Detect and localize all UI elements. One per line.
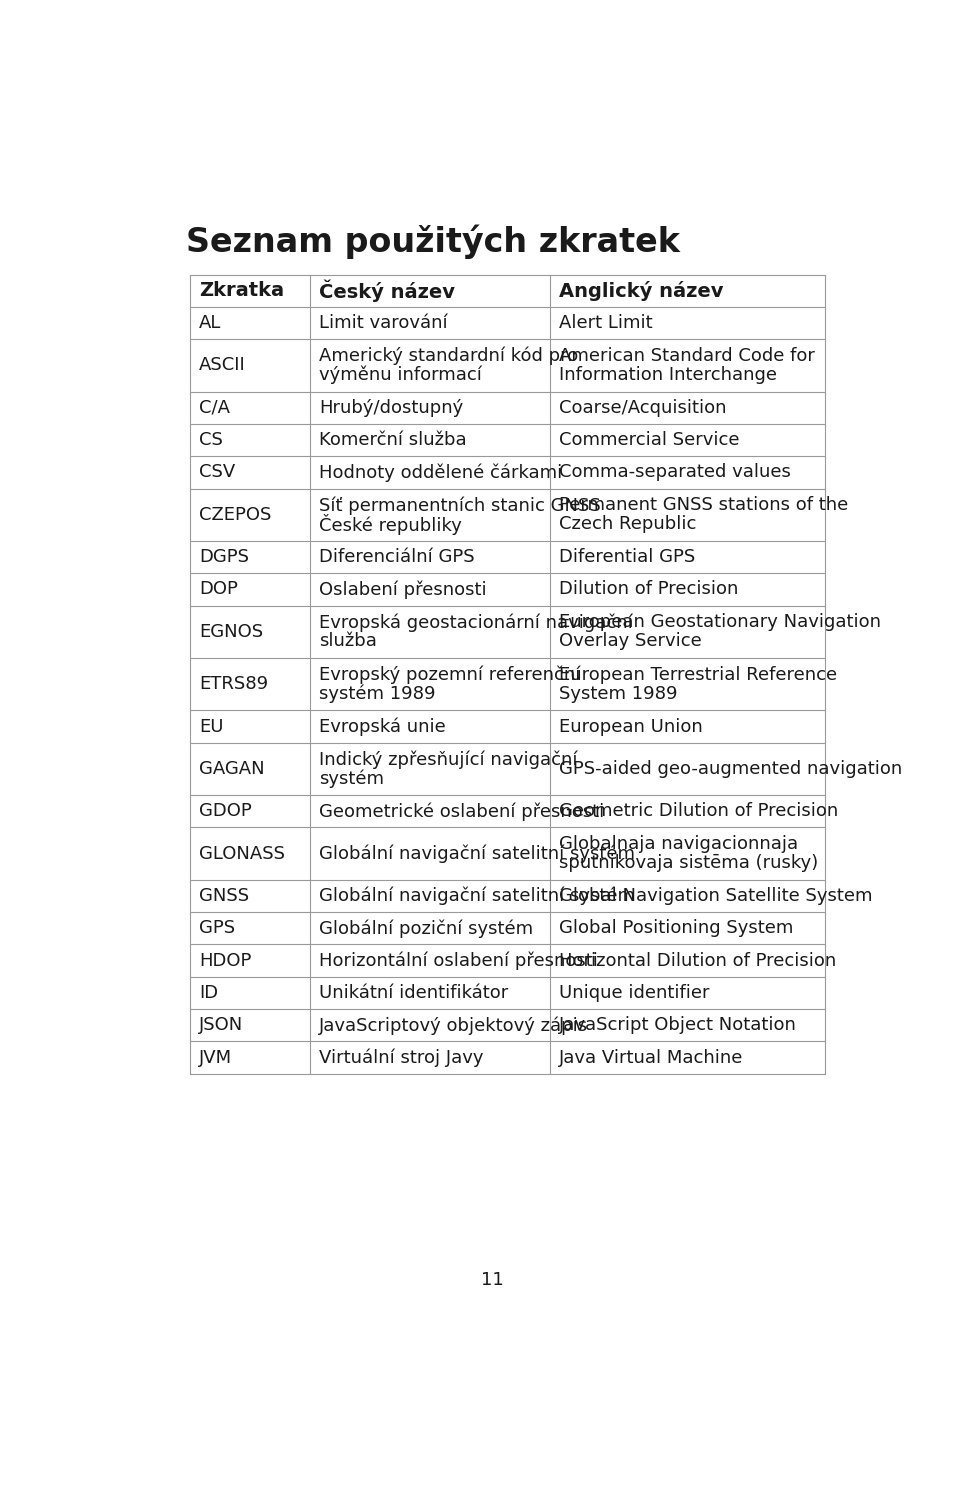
- Text: Globální navigační satelitní systém: Globální navigační satelitní systém: [319, 887, 636, 905]
- Text: Virtuální stroj Javy: Virtuální stroj Javy: [319, 1049, 484, 1067]
- Text: EU: EU: [199, 718, 224, 736]
- Text: 11: 11: [481, 1271, 503, 1290]
- Text: Global Navigation Satellite System: Global Navigation Satellite System: [560, 887, 873, 905]
- Text: Globální poziční systém: Globální poziční systém: [319, 918, 534, 938]
- Text: EGNOS: EGNOS: [199, 623, 263, 640]
- Text: JavaScript Object Notation: JavaScript Object Notation: [560, 1016, 798, 1034]
- Text: Commercial Service: Commercial Service: [560, 431, 740, 449]
- Text: Český název: Český název: [319, 279, 455, 302]
- Text: GPS: GPS: [199, 920, 235, 938]
- Text: European Geostationary Navigation: European Geostationary Navigation: [560, 614, 881, 632]
- Text: System 1989: System 1989: [560, 685, 678, 703]
- Text: Unikátní identifikátor: Unikátní identifikátor: [319, 984, 509, 1002]
- Text: GDOP: GDOP: [199, 802, 252, 820]
- Text: Indický zpřesňující navigační: Indický zpřesňující navigační: [319, 750, 578, 768]
- Text: CSV: CSV: [199, 464, 235, 481]
- Text: Zkratka: Zkratka: [199, 281, 284, 300]
- Text: AL: AL: [199, 314, 222, 331]
- Text: Geometrické oslabení přesnosti: Geometrické oslabení přesnosti: [319, 802, 605, 820]
- Text: Komerční služba: Komerční služba: [319, 431, 467, 449]
- Text: CS: CS: [199, 431, 223, 449]
- Text: Dilution of Precision: Dilution of Precision: [560, 581, 739, 599]
- Text: Alert Limit: Alert Limit: [560, 314, 653, 331]
- Text: European Terrestrial Reference: European Terrestrial Reference: [560, 666, 837, 684]
- Text: Anglický název: Anglický název: [560, 281, 724, 300]
- Text: DOP: DOP: [199, 581, 238, 599]
- Text: Unique identifier: Unique identifier: [560, 984, 710, 1002]
- Text: Global Positioning System: Global Positioning System: [560, 920, 794, 938]
- Text: Seznam použitých zkratek: Seznam použitých zkratek: [186, 224, 680, 259]
- Text: GPS-aided geo-augmented navigation: GPS-aided geo-augmented navigation: [560, 759, 902, 777]
- Text: výměnu informací: výměnu informací: [319, 366, 482, 383]
- Text: Evropská geostacionární navigační: Evropská geostacionární navigační: [319, 614, 633, 632]
- Text: Horizontální oslabení přesnosti: Horizontální oslabení přesnosti: [319, 951, 598, 970]
- Text: ID: ID: [199, 984, 218, 1002]
- Text: Evropská unie: Evropská unie: [319, 718, 446, 736]
- Text: HDOP: HDOP: [199, 951, 252, 970]
- Text: Diferential GPS: Diferential GPS: [560, 548, 696, 566]
- Text: Information Interchange: Information Interchange: [560, 366, 778, 383]
- Text: Permanent GNSS stations of the: Permanent GNSS stations of the: [560, 496, 849, 514]
- Text: DGPS: DGPS: [199, 548, 249, 566]
- Text: systém: systém: [319, 770, 384, 788]
- Text: Czech Republic: Czech Republic: [560, 516, 697, 533]
- Text: České republiky: České republiky: [319, 514, 462, 535]
- Text: Americký standardní kód pro: Americký standardní kód pro: [319, 346, 579, 366]
- Text: JSON: JSON: [199, 1016, 243, 1034]
- Text: Hrubý/dostupný: Hrubý/dostupný: [319, 398, 464, 416]
- Text: GAGAN: GAGAN: [199, 759, 265, 777]
- Text: C/A: C/A: [199, 398, 230, 416]
- Text: GLONASS: GLONASS: [199, 844, 285, 862]
- Text: služba: služba: [319, 632, 377, 651]
- Text: Evropský pozemní referenční: Evropský pozemní referenční: [319, 666, 581, 684]
- Text: Horizontal Dilution of Precision: Horizontal Dilution of Precision: [560, 951, 837, 970]
- Text: Overlay Service: Overlay Service: [560, 632, 702, 651]
- Text: Diferenciální GPS: Diferenciální GPS: [319, 548, 475, 566]
- Text: ETRS89: ETRS89: [199, 675, 268, 692]
- Text: American Standard Code for: American Standard Code for: [560, 348, 815, 366]
- Text: Comma-separated values: Comma-separated values: [560, 464, 791, 481]
- Text: Java Virtual Machine: Java Virtual Machine: [560, 1049, 744, 1067]
- Text: European Union: European Union: [560, 718, 703, 736]
- Text: sputnikovaja sistēma (rusky): sputnikovaja sistēma (rusky): [560, 854, 819, 872]
- Text: ASCII: ASCII: [199, 357, 246, 374]
- Text: Globální navigační satelitní systém: Globální navigační satelitní systém: [319, 844, 636, 863]
- Text: Coarse/Acquisition: Coarse/Acquisition: [560, 398, 727, 416]
- Text: JavaScriptový objektový zápis: JavaScriptový objektový zápis: [319, 1016, 588, 1034]
- Text: CZEPOS: CZEPOS: [199, 505, 272, 523]
- Text: Globalnaja navigacionnaja: Globalnaja navigacionnaja: [560, 835, 799, 853]
- Text: Geometric Dilution of Precision: Geometric Dilution of Precision: [560, 802, 839, 820]
- Text: JVM: JVM: [199, 1049, 232, 1067]
- Text: GNSS: GNSS: [199, 887, 250, 905]
- Text: Síť permanentních stanic GNSS: Síť permanentních stanic GNSS: [319, 496, 601, 514]
- Text: Oslabení přesnosti: Oslabení přesnosti: [319, 580, 487, 599]
- Text: Hodnoty oddělené čárkami: Hodnoty oddělené čárkami: [319, 464, 563, 481]
- Text: Limit varování: Limit varování: [319, 314, 447, 331]
- Text: systém 1989: systém 1989: [319, 685, 436, 703]
